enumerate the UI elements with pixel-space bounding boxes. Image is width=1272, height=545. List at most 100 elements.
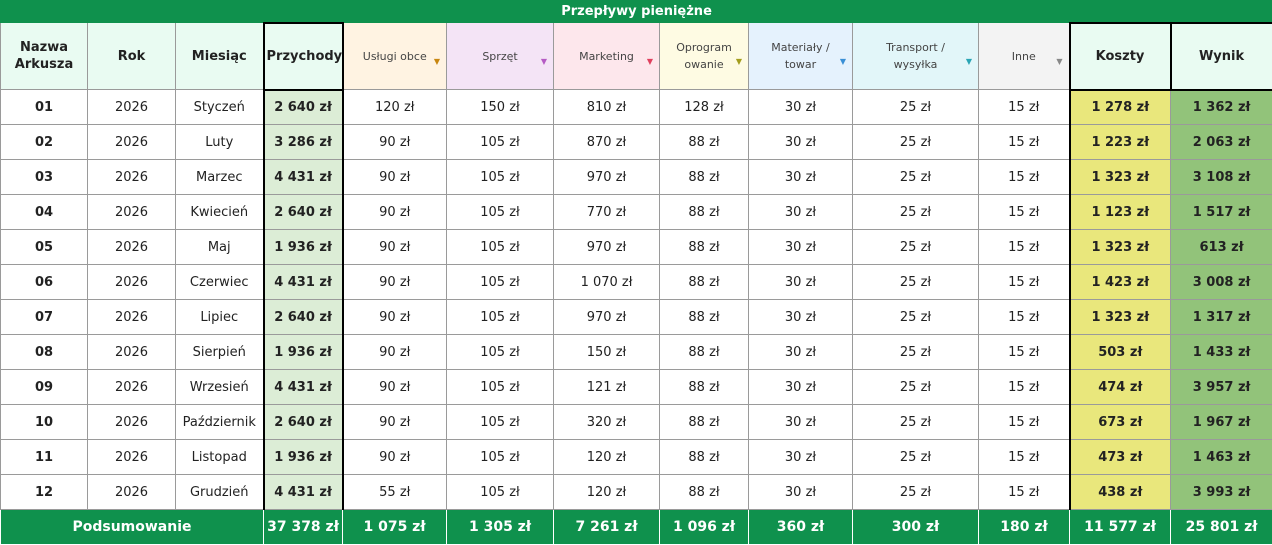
- dropdown-arrow-icon[interactable]: ▼: [647, 53, 653, 70]
- cell-year: 2026: [88, 90, 176, 125]
- cell-category-cost: 90 zł: [343, 300, 447, 335]
- cell-sheet[interactable]: 03: [1, 160, 88, 195]
- table-title: Przepływy pieniężne: [1, 1, 1272, 23]
- cell-category-cost: 105 zł: [447, 125, 554, 160]
- cell-month: Listopad: [176, 440, 264, 475]
- cell-sheet[interactable]: 11: [1, 440, 88, 475]
- header-category-filter[interactable]: Marketing ▼: [554, 23, 660, 90]
- cell-category-cost: 120 zł: [554, 440, 660, 475]
- cell-sheet[interactable]: 10: [1, 405, 88, 440]
- cell-category-cost: 128 zł: [660, 90, 749, 125]
- cell-category-cost: 88 zł: [660, 335, 749, 370]
- cell-category-cost: 105 zł: [447, 440, 554, 475]
- cell-category-cost: 105 zł: [447, 335, 554, 370]
- cell-revenue: 1 936 zł: [264, 230, 343, 265]
- dropdown-arrow-icon[interactable]: ▼: [966, 53, 972, 70]
- cell-sheet[interactable]: 02: [1, 125, 88, 160]
- cell-sheet[interactable]: 04: [1, 195, 88, 230]
- cell-month: Marzec: [176, 160, 264, 195]
- category-label: Materiały / towar: [761, 39, 841, 73]
- cell-sheet[interactable]: 05: [1, 230, 88, 265]
- summary-label: Podsumowanie: [1, 510, 264, 545]
- cell-month: Październik: [176, 405, 264, 440]
- cell-category-cost: 120 zł: [343, 90, 447, 125]
- category-label: Oprogramowanie: [673, 39, 735, 73]
- summary-revenue: 37 378 zł: [264, 510, 343, 545]
- cell-costs: 473 zł: [1070, 440, 1171, 475]
- dropdown-arrow-icon[interactable]: ▼: [541, 53, 547, 70]
- cell-category-cost: 90 zł: [343, 265, 447, 300]
- cell-revenue: 4 431 zł: [264, 370, 343, 405]
- summary-category-cost: 1 075 zł: [343, 510, 447, 545]
- dropdown-arrow-icon[interactable]: ▼: [736, 53, 742, 70]
- header-category-filter[interactable]: Usługi obce▼: [343, 23, 447, 90]
- cell-result: 1 317 zł: [1171, 300, 1272, 335]
- cell-year: 2026: [88, 370, 176, 405]
- category-label: Marketing: [579, 48, 634, 65]
- header-category-filter[interactable]: Oprogramowanie▼: [660, 23, 749, 90]
- cell-month: Luty: [176, 125, 264, 160]
- cell-month: Styczeń: [176, 90, 264, 125]
- cell-sheet[interactable]: 06: [1, 265, 88, 300]
- cell-costs: 438 zł: [1070, 475, 1171, 510]
- cell-result: 613 zł: [1171, 230, 1272, 265]
- cell-category-cost: 1 070 zł: [554, 265, 660, 300]
- cell-year: 2026: [88, 335, 176, 370]
- dropdown-arrow-icon[interactable]: ▼: [1056, 53, 1062, 70]
- cell-costs: 1 278 zł: [1070, 90, 1171, 125]
- category-label: Inne: [1012, 48, 1036, 65]
- cell-costs: 673 zł: [1070, 405, 1171, 440]
- cell-result: 1 517 zł: [1171, 195, 1272, 230]
- cell-category-cost: 150 zł: [554, 335, 660, 370]
- cell-revenue: 2 640 zł: [264, 90, 343, 125]
- header-category-filter[interactable]: Inne ▼: [979, 23, 1070, 90]
- header-costs: Koszty: [1070, 23, 1171, 90]
- cell-revenue: 2 640 zł: [264, 195, 343, 230]
- cell-revenue: 2 640 zł: [264, 300, 343, 335]
- dropdown-arrow-icon[interactable]: ▼: [434, 53, 440, 70]
- cell-category-cost: 25 zł: [853, 440, 979, 475]
- cell-result: 3 957 zł: [1171, 370, 1272, 405]
- header-category-filter[interactable]: Materiały / towar▼: [749, 23, 853, 90]
- cell-sheet[interactable]: 01: [1, 90, 88, 125]
- summary-category-cost: 1 096 zł: [660, 510, 749, 545]
- header-category-filter[interactable]: Transport / wysyłka▼: [853, 23, 979, 90]
- cell-month: Kwiecień: [176, 195, 264, 230]
- cell-costs: 474 zł: [1070, 370, 1171, 405]
- summary-result: 25 801 zł: [1171, 510, 1272, 545]
- cell-sheet[interactable]: 08: [1, 335, 88, 370]
- cell-month: Lipiec: [176, 300, 264, 335]
- cell-month: Sierpień: [176, 335, 264, 370]
- cell-revenue: 3 286 zł: [264, 125, 343, 160]
- cell-month: Wrzesień: [176, 370, 264, 405]
- cell-costs: 1 123 zł: [1070, 195, 1171, 230]
- cell-year: 2026: [88, 265, 176, 300]
- cell-category-cost: 25 zł: [853, 475, 979, 510]
- cell-category-cost: 55 zł: [343, 475, 447, 510]
- cell-sheet[interactable]: 09: [1, 370, 88, 405]
- cell-category-cost: 105 zł: [447, 265, 554, 300]
- cell-result: 1 463 zł: [1171, 440, 1272, 475]
- category-label: Sprzęt: [482, 48, 517, 65]
- cell-category-cost: 25 zł: [853, 335, 979, 370]
- cell-costs: 1 323 zł: [1070, 230, 1171, 265]
- cell-sheet[interactable]: 12: [1, 475, 88, 510]
- cell-category-cost: 90 zł: [343, 335, 447, 370]
- cell-sheet[interactable]: 07: [1, 300, 88, 335]
- cell-category-cost: 15 zł: [979, 440, 1070, 475]
- cell-category-cost: 15 zł: [979, 195, 1070, 230]
- cell-year: 2026: [88, 440, 176, 475]
- cell-category-cost: 970 zł: [554, 160, 660, 195]
- summary-category-cost: 7 261 zł: [554, 510, 660, 545]
- header-category-filter[interactable]: Sprzęt ▼: [447, 23, 554, 90]
- summary-category-cost: 1 305 zł: [447, 510, 554, 545]
- header-result: Wynik: [1171, 23, 1272, 90]
- cell-category-cost: 30 zł: [749, 265, 853, 300]
- cell-year: 2026: [88, 230, 176, 265]
- dropdown-arrow-icon[interactable]: ▼: [840, 53, 846, 70]
- cell-year: 2026: [88, 475, 176, 510]
